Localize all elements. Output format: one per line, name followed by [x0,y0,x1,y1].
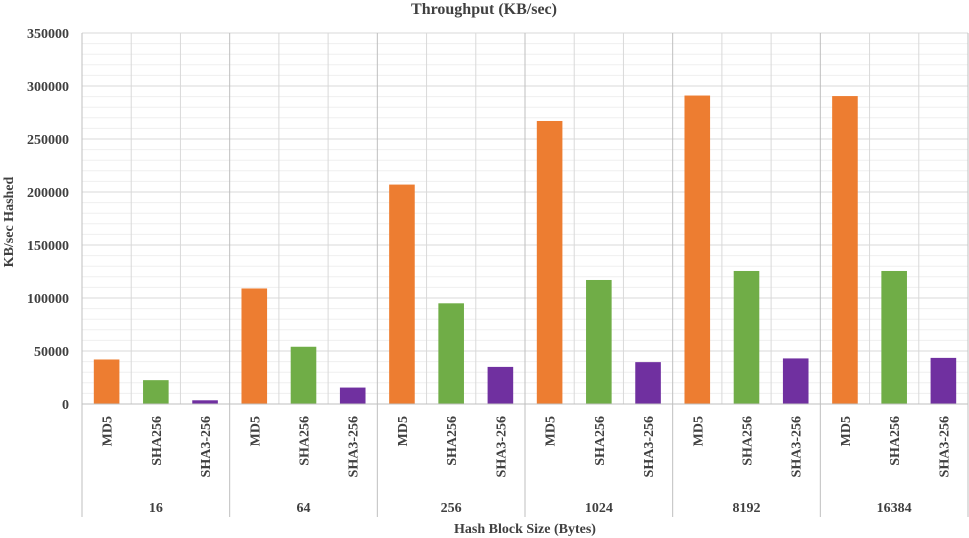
bar-sha3-256-16 [192,400,218,404]
x-subcategory-label: MD5 [248,416,263,446]
bar-sha3-256-1024 [635,362,661,404]
y-tick-label: 100000 [27,292,69,307]
x-group-label: 8192 [733,501,761,516]
x-axis-title: Hash Block Size (Bytes) [454,522,596,537]
y-tick-label: 50000 [34,345,69,360]
bar-sha256-8192 [733,270,760,404]
bar-md5-8192 [684,95,711,404]
x-subcategory-label: SHA256 [741,416,756,466]
y-tick-label: 250000 [27,133,69,148]
bar-sha3-256-256 [487,366,514,404]
bar-sha3-256-64 [339,387,366,404]
x-subcategory-label: MD5 [396,416,411,446]
x-subcategory-label: SHA256 [593,416,608,466]
bar-sha256-256 [438,303,464,404]
y-tick-label: 0 [62,398,69,413]
bars [93,95,957,404]
x-subcategory-label: SHA3-256 [642,416,657,477]
bar-md5-256 [389,184,415,404]
x-subcategory-label: SHA3-256 [199,416,214,477]
x-group-label: 64 [297,501,311,516]
x-subcategory-label: SHA256 [888,416,903,466]
bar-sha256-1024 [586,279,612,404]
x-group-label: 16 [149,501,163,516]
bar-md5-64 [241,288,268,404]
bar-md5-16 [93,359,120,404]
bar-sha3-256-8192 [782,358,809,404]
chart-title: Throughput (KB/sec) [411,1,557,18]
bar-sha256-16 [143,380,169,404]
x-subcategory-label: SHA3-256 [790,416,805,477]
x-subcategory-label: SHA3-256 [494,416,509,477]
x-group-label: 1024 [585,501,613,516]
x-group-label: 16384 [877,501,912,516]
x-axis-labels: MD5 SHA256 SHA3-256 16 MD5 SHA256 SHA3-256 64 MD… [81,33,969,517]
y-axis-ticks: 0 50000 100000 150000 200000 250000 300000 3500… [27,27,69,413]
x-subcategory-label: SHA3-256 [347,416,362,477]
x-group-label: 256 [441,501,462,516]
x-subcategory-label: SHA256 [298,416,313,466]
x-subcategory-label: MD5 [691,416,706,446]
x-subcategory-label: SHA256 [445,416,460,466]
x-subcategory-label: MD5 [101,416,116,446]
bar-md5-16384 [832,96,858,404]
bar-md5-1024 [536,120,563,404]
y-tick-label: 150000 [27,239,69,254]
bar-sha3-256-16384 [930,357,957,404]
y-axis-title: KB/sec Hashed [2,176,17,267]
x-subcategory-label: SHA3-256 [937,416,952,477]
x-subcategory-label: SHA256 [150,416,165,466]
y-tick-label: 300000 [27,80,69,95]
bar-sha256-16384 [881,270,907,404]
bar-sha256-64 [290,346,317,404]
y-tick-label: 350000 [27,27,69,42]
x-subcategory-label: MD5 [544,416,559,446]
y-tick-label: 200000 [27,186,69,201]
x-subcategory-label: MD5 [839,416,854,446]
